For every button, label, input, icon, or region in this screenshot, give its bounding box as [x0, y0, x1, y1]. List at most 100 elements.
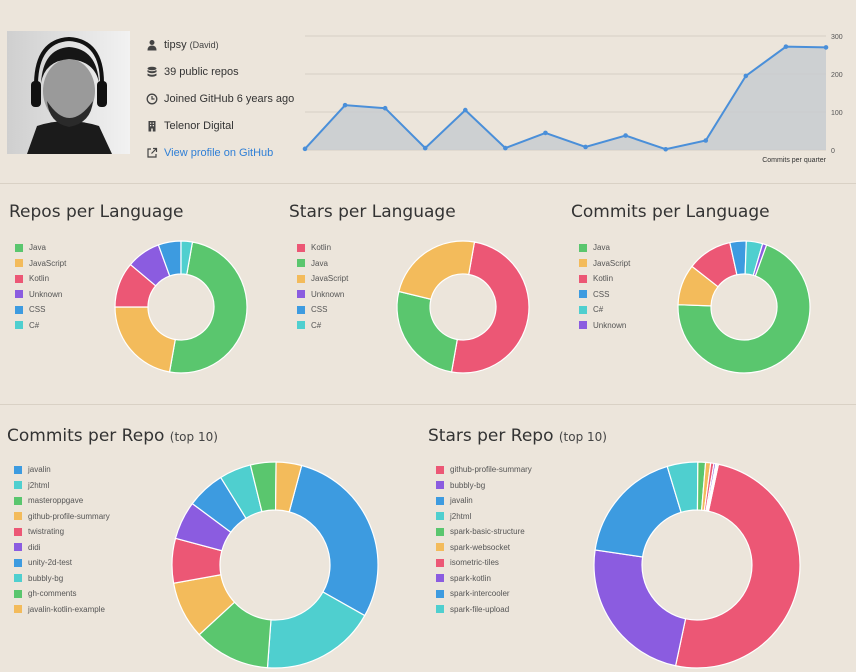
clock-icon [146, 93, 158, 105]
data-point [663, 146, 668, 152]
legend-label: masteroppgave [28, 496, 84, 506]
commits-per-repo-title-suffix: (top 10) [169, 430, 218, 444]
legend-item[interactable]: CSS [297, 302, 348, 318]
divider-middle [0, 404, 856, 405]
user-icon [146, 39, 158, 51]
legend-label: spark-intercooler [450, 589, 510, 599]
legend-item[interactable]: unity-2d-test [14, 555, 110, 571]
legend-item[interactable]: JavaScript [579, 256, 630, 272]
legend-swatch [436, 465, 444, 474]
legend-label: unity-2d-test [28, 558, 73, 568]
legend-swatch [436, 589, 444, 598]
legend-item[interactable]: Unknown [297, 287, 348, 303]
slice-java[interactable] [168, 241, 248, 374]
legend-item[interactable]: javalin-kotlin-example [14, 602, 110, 618]
legend-item[interactable]: masteroppgave [14, 493, 110, 509]
legend-item[interactable]: bubbly-bg [14, 571, 110, 587]
legend-label: spark-file-upload [450, 604, 510, 614]
legend-item[interactable]: javalin [14, 462, 110, 478]
data-point [583, 144, 588, 150]
stars-per-repo-donut [593, 461, 801, 669]
legend-label: JavaScript [29, 258, 67, 268]
slice-javalin[interactable] [288, 464, 379, 617]
legend-item[interactable]: twistrating [14, 524, 110, 540]
legend-item[interactable]: github-profile-summary [14, 509, 110, 525]
legend-item[interactable]: Kotlin [297, 240, 348, 256]
legend-item[interactable]: JavaScript [15, 256, 66, 272]
legend-item[interactable]: spark-websocket [436, 540, 532, 556]
avatar [7, 31, 130, 154]
slice-javalin-kotlin-example[interactable] [274, 461, 303, 513]
legend-label: Unknown [593, 320, 627, 330]
legend-swatch [14, 589, 22, 598]
legend-item[interactable]: CSS [15, 302, 66, 318]
legend-label: github-profile-summary [450, 465, 532, 475]
slice-kotlin[interactable] [450, 241, 530, 374]
data-point [382, 105, 388, 111]
legend-item[interactable]: Unknown [15, 287, 66, 303]
legend-swatch [15, 321, 23, 330]
legend-item[interactable]: isometric-tiles [436, 555, 532, 571]
slice-javascript[interactable] [398, 240, 476, 300]
legend-item[interactable]: Java [579, 240, 630, 256]
legend-item[interactable]: didi [14, 540, 110, 556]
legend-item[interactable]: C# [15, 318, 66, 334]
slice-java[interactable] [396, 290, 458, 373]
slice-javalin[interactable] [594, 465, 682, 558]
slice-java[interactable] [677, 244, 811, 374]
data-point [503, 145, 508, 151]
legend-item[interactable]: Unknown [579, 318, 630, 334]
legend-item[interactable]: gh-comments [14, 586, 110, 602]
legend-label: isometric-tiles [450, 558, 499, 568]
data-point [543, 130, 548, 136]
legend-item[interactable]: spark-intercooler [436, 586, 532, 602]
legend-label: C# [29, 320, 40, 330]
stars-per-language-legend: Kotlin Java JavaScript Unknown CSS C# [297, 240, 348, 333]
slice-c-[interactable] [180, 240, 194, 276]
legend-item[interactable]: Java [15, 240, 66, 256]
legend-item[interactable]: javalin [436, 493, 532, 509]
legend-item[interactable]: spark-kotlin [436, 571, 532, 587]
legend-label: Kotlin [311, 243, 332, 253]
commits-per-repo-legend: javalin j2html masteroppgave github-profile… [14, 462, 110, 617]
legend-item[interactable]: j2html [436, 509, 532, 525]
legend-item[interactable]: C# [579, 302, 630, 318]
legend-swatch [15, 274, 23, 283]
legend-swatch [297, 243, 305, 252]
legend-label: github-profile-summary [28, 511, 110, 521]
repo-count: 39 public repos [164, 65, 239, 78]
view-profile-link[interactable]: View profile on GitHub [164, 146, 274, 159]
legend-item[interactable]: j2html [14, 478, 110, 494]
legend-swatch [14, 558, 22, 567]
y-tick-label: 0 [831, 148, 835, 155]
joined-date: Joined GitHub 6 years ago [164, 92, 295, 105]
stars-per-language-donut [396, 240, 530, 374]
legend-item[interactable]: spark-file-upload [436, 602, 532, 618]
legend-item[interactable]: JavaScript [297, 271, 348, 287]
legend-item[interactable]: Kotlin [579, 271, 630, 287]
legend-item[interactable]: spark-basic-structure [436, 524, 532, 540]
legend-item[interactable]: github-profile-summary [436, 462, 532, 478]
profile-link-row[interactable]: View profile on GitHub [146, 139, 306, 166]
slice-bubbly-bg[interactable] [593, 549, 687, 667]
legend-item[interactable]: C# [297, 318, 348, 334]
commits-per-quarter-chart: 0 100 200 300 Commits per quarter [302, 34, 843, 164]
slice-unknown[interactable] [752, 242, 768, 277]
legend-swatch [436, 605, 444, 614]
legend-item[interactable]: bubbly-bg [436, 478, 532, 494]
legend-swatch [297, 259, 305, 268]
data-point [302, 146, 308, 152]
legend-item[interactable]: Kotlin [15, 271, 66, 287]
y-tick-label: 200 [831, 72, 843, 79]
legend-label: C# [593, 305, 604, 315]
legend-item[interactable]: Java [297, 256, 348, 272]
slice-spark-file-upload[interactable] [707, 463, 720, 512]
legend-item[interactable]: CSS [579, 287, 630, 303]
slice-javascript[interactable] [114, 306, 176, 373]
legend-swatch [436, 558, 444, 567]
slice-github-profile-summary[interactable] [674, 463, 801, 669]
legend-label: javalin-kotlin-example [28, 604, 105, 614]
repos-row: 39 public repos [146, 58, 306, 85]
legend-swatch [579, 321, 587, 330]
legend-swatch [436, 496, 444, 505]
